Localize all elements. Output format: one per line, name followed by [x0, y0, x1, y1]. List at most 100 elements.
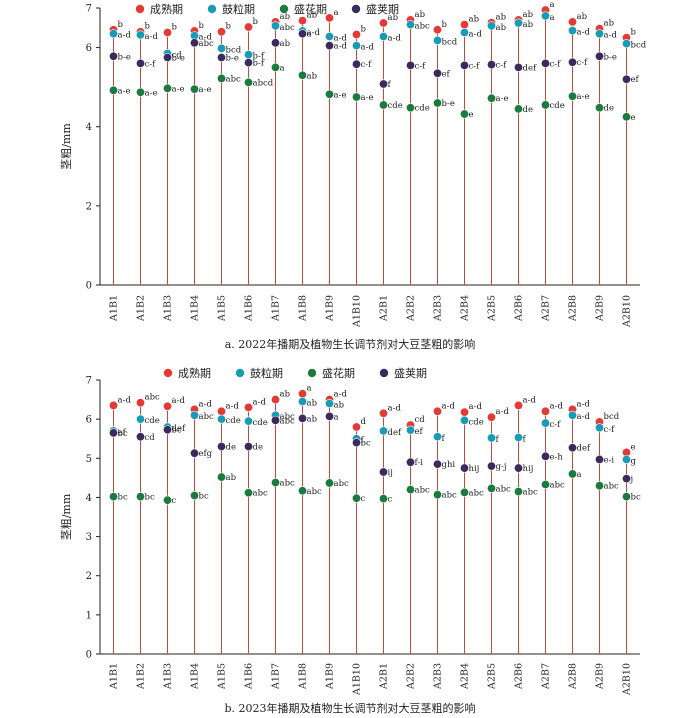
significance-label: abc	[280, 416, 296, 426]
data-point-1	[540, 406, 550, 416]
x-tick-label: A2B2	[406, 663, 417, 690]
significance-label: f	[361, 436, 365, 446]
data-point-3	[190, 84, 200, 94]
significance-label: abcd	[253, 78, 274, 88]
significance-label: ef	[415, 427, 424, 437]
significance-label: bcd	[604, 412, 620, 422]
data-point-3	[594, 103, 604, 113]
x-tick-label: A2B3	[433, 295, 444, 322]
x-tick-label: A1B4	[190, 663, 201, 690]
x-tick-label: A1B10	[352, 295, 363, 328]
data-point-3	[513, 104, 523, 114]
significance-label: d	[361, 417, 367, 427]
data-point-1	[351, 422, 361, 432]
significance-label: cde	[415, 104, 430, 114]
significance-label: a-d	[199, 33, 213, 43]
legend: 成熟期 鼓粒期 盛花期 盛荚期	[163, 366, 427, 380]
data-point-4	[405, 60, 415, 70]
significance-label: b-e	[172, 53, 185, 63]
significance-label: cd	[145, 433, 156, 443]
data-point-3	[459, 109, 469, 119]
significance-label: a	[334, 8, 339, 18]
data-point-4	[163, 52, 173, 62]
data-point-4	[486, 60, 496, 70]
legend-label: 成熟期	[178, 366, 211, 380]
data-point-4	[270, 38, 280, 48]
significance-label: a-d	[334, 390, 348, 400]
significance-label: a-d	[199, 399, 213, 409]
significance-label: ij	[388, 468, 393, 478]
significance-label: ab	[604, 19, 615, 29]
legend-label: 盛花期	[322, 366, 355, 380]
significance-label: abc	[280, 479, 296, 489]
x-tick-label: A2B10	[622, 295, 633, 328]
x-tick-label: A1B6	[244, 663, 255, 690]
data-point-3	[378, 100, 388, 110]
significance-label: cde	[550, 101, 565, 111]
data-point-4	[270, 415, 280, 425]
significance-label: cde	[226, 416, 241, 426]
data-point-4	[109, 51, 119, 61]
data-point-4	[378, 79, 388, 89]
y-tick-label: 5	[86, 454, 92, 465]
significance-label: bc	[199, 491, 209, 501]
significance-label: ab	[307, 11, 318, 21]
x-tick-label: A2B9	[595, 663, 606, 690]
significance-label: ghi	[442, 460, 456, 470]
significance-label: ab	[307, 71, 318, 81]
significance-label: ab	[469, 15, 480, 25]
data-point-2	[567, 26, 577, 36]
data-point-2	[270, 21, 280, 31]
data-point-3	[136, 492, 146, 502]
significance-label: a-d	[253, 397, 267, 407]
significance-label: b	[145, 22, 151, 32]
significance-label: abc	[307, 487, 323, 497]
significance-label: abc	[442, 491, 458, 501]
x-tick-label: A1B1	[109, 663, 120, 690]
significance-label: abc	[280, 412, 296, 422]
x-tick-label: A1B3	[163, 295, 174, 322]
data-point-4	[513, 463, 523, 473]
data-point-3	[486, 93, 496, 103]
data-point-4	[351, 438, 361, 448]
data-point-2	[594, 423, 604, 433]
data-point-3	[109, 85, 119, 95]
data-point-4	[432, 68, 442, 78]
significance-label: cd	[415, 415, 426, 425]
significance-label: abc	[145, 393, 161, 403]
significance-label: e	[631, 442, 636, 452]
y-tick-label: 6	[86, 415, 92, 426]
data-point-4	[136, 432, 146, 442]
significance-label: abc	[469, 488, 485, 498]
data-point-2	[621, 39, 631, 49]
significance-label: a-e	[334, 90, 347, 100]
legend-marker-3	[279, 4, 289, 14]
data-point-1	[109, 400, 119, 410]
significance-label: b	[118, 20, 124, 30]
significance-label: abc	[199, 39, 215, 49]
data-point-3	[432, 490, 442, 500]
significance-label: c-f	[550, 420, 562, 430]
significance-label: a-d	[226, 401, 240, 411]
data-point-1	[217, 27, 227, 37]
significance-label: ab	[226, 473, 237, 483]
significance-label: ef	[442, 69, 451, 79]
data-point-4	[432, 459, 442, 469]
data-point-2	[459, 28, 469, 38]
legend-marker-2	[207, 4, 217, 14]
significance-label: c-f	[361, 60, 373, 70]
significance-label: abc	[253, 489, 269, 499]
legend-label: 盛花期	[294, 2, 327, 16]
data-point-1	[432, 25, 442, 35]
data-point-4	[297, 29, 307, 39]
significance-label: cde	[469, 417, 484, 427]
significance-label: a-e	[145, 88, 158, 98]
x-tick-label: A2B4	[460, 663, 471, 690]
significance-label: a-d	[577, 28, 591, 38]
significance-label: a	[307, 384, 312, 394]
data-point-1	[459, 20, 469, 30]
data-point-1	[136, 398, 146, 408]
x-tick-label: A1B2	[136, 295, 147, 322]
significance-label: cde	[388, 101, 403, 111]
significance-label: bcd	[631, 41, 647, 51]
